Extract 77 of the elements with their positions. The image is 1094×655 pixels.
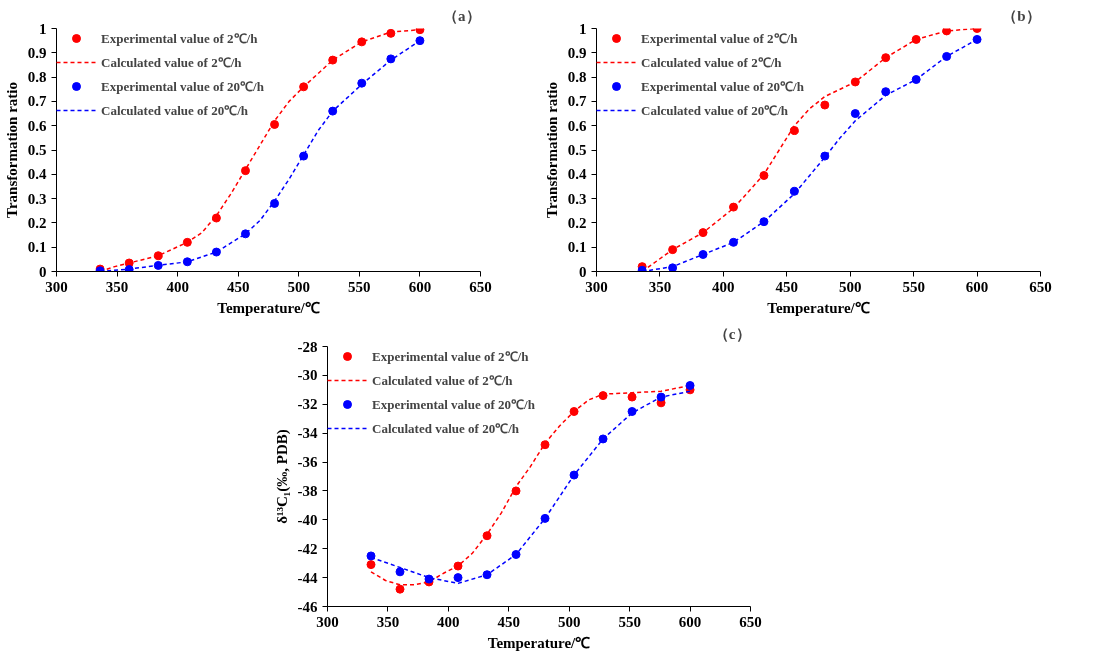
legend-label: Experimental value of 2℃/h bbox=[372, 348, 529, 365]
y-tick-label: 1 bbox=[579, 20, 587, 37]
y-tick-label: 0.2 bbox=[567, 214, 587, 231]
y-tick-label: 0.8 bbox=[27, 69, 47, 86]
x-tick-label: 450 bbox=[497, 613, 521, 630]
x-tick-label: 550 bbox=[348, 278, 371, 295]
legend-label: Calculated value of 2℃/h bbox=[372, 372, 513, 389]
legend-label: Experimental value of 20℃/h bbox=[641, 78, 804, 95]
y-tick-label: 0.9 bbox=[27, 44, 47, 61]
x-tick-label: 550 bbox=[618, 613, 641, 630]
x-tick-label: 650 bbox=[739, 613, 762, 630]
y-tick-label: -38 bbox=[297, 482, 318, 499]
legend-label: Calculated value of 20℃/h bbox=[641, 102, 788, 119]
x-tick-label: 650 bbox=[1029, 278, 1052, 295]
y-tick-label: -42 bbox=[297, 540, 318, 557]
y-tick-label: -30 bbox=[297, 367, 318, 384]
legend-label: Calculated value of 20℃/h bbox=[101, 102, 248, 119]
x-tick-label: 400 bbox=[437, 613, 460, 630]
legend-label: Experimental value of 2℃/h bbox=[641, 30, 798, 47]
y-axis-title: Transformation ratio bbox=[3, 82, 20, 218]
y-tick-label: 0.9 bbox=[567, 44, 587, 61]
y-axis-title: δ¹³C₁(‰, PDB) bbox=[273, 429, 291, 524]
legend-label: Calculated value of 2℃/h bbox=[101, 54, 242, 71]
y-tick-label: 0.2 bbox=[27, 214, 47, 231]
y-tick-label: -44 bbox=[297, 569, 318, 586]
y-tick-label: -40 bbox=[297, 511, 318, 528]
y-tick-label: -34 bbox=[297, 425, 318, 442]
x-tick-label: 500 bbox=[838, 278, 862, 295]
x-tick-label: 650 bbox=[469, 278, 492, 295]
y-tick-label: -28 bbox=[297, 338, 318, 355]
y-tick-label: 0.5 bbox=[567, 142, 587, 158]
legend-label: Experimental value of 20℃/h bbox=[372, 396, 535, 413]
legend-label: Experimental value of 20℃/h bbox=[101, 78, 264, 95]
y-tick-label: 0.4 bbox=[567, 166, 587, 183]
y-tick-label: 0.3 bbox=[27, 190, 47, 207]
y-tick-label: 0.4 bbox=[27, 166, 47, 183]
y-tick-label: 0 bbox=[579, 263, 587, 280]
x-tick-label: 300 bbox=[45, 278, 68, 295]
x-axis-title: Temperature/℃ bbox=[217, 299, 320, 316]
y-tick-label: 0 bbox=[39, 263, 47, 280]
x-tick-label: 450 bbox=[775, 278, 799, 295]
y-tick-label: 0.6 bbox=[567, 117, 587, 134]
y-tick-label: -46 bbox=[297, 598, 318, 615]
y-tick-label: 0.7 bbox=[27, 93, 47, 110]
text: （c） bbox=[713, 325, 751, 342]
x-tick-label: 600 bbox=[678, 613, 702, 630]
legend-label: Calculated value of 2℃/h bbox=[641, 54, 782, 71]
legend-label: Experimental value of 2℃/h bbox=[101, 30, 258, 47]
y-tick-label: -36 bbox=[297, 454, 318, 471]
text: （b） bbox=[1002, 7, 1041, 24]
x-tick-label: 350 bbox=[648, 278, 672, 295]
x-tick-label: 400 bbox=[712, 278, 735, 295]
x-tick-label: 550 bbox=[902, 278, 925, 295]
text: （a） bbox=[443, 7, 481, 24]
x-axis-title: Temperature/℃ bbox=[767, 299, 870, 316]
x-tick-label: 350 bbox=[376, 613, 400, 630]
y-tick-label: 0.7 bbox=[567, 93, 587, 110]
x-tick-label: 300 bbox=[585, 278, 608, 295]
y-tick-label: 0.8 bbox=[567, 69, 587, 86]
y-tick-label: 0.1 bbox=[567, 239, 587, 256]
x-tick-label: 300 bbox=[316, 613, 339, 630]
x-tick-label: 600 bbox=[408, 278, 432, 295]
y-axis-title: Transformation ratio bbox=[543, 82, 560, 218]
x-tick-label: 450 bbox=[226, 278, 250, 295]
y-tick-label: 0.5 bbox=[27, 142, 47, 158]
x-tick-label: 500 bbox=[557, 613, 581, 630]
x-tick-label: 600 bbox=[965, 278, 989, 295]
y-tick-label: 1 bbox=[39, 20, 47, 37]
x-tick-label: 400 bbox=[166, 278, 189, 295]
legend-label: Calculated value of 20℃/h bbox=[372, 420, 519, 437]
y-tick-label: 0.1 bbox=[27, 239, 47, 256]
x-axis-title: Temperature/℃ bbox=[487, 634, 591, 651]
y-tick-label: 0.3 bbox=[567, 190, 587, 207]
x-tick-label: 350 bbox=[105, 278, 129, 295]
y-tick-label: 0.6 bbox=[27, 117, 47, 134]
x-tick-label: 500 bbox=[287, 278, 311, 295]
y-tick-label: -32 bbox=[297, 396, 318, 413]
